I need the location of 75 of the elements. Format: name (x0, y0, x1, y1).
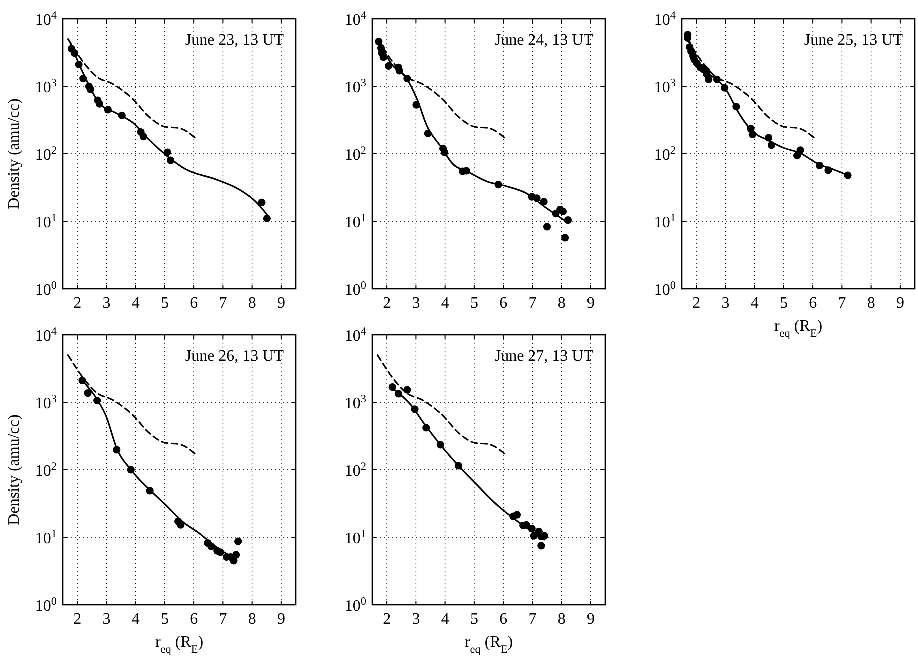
x-tick-label: 7 (528, 295, 537, 312)
y-tick-label: 10$^{1}$ (35, 528, 57, 548)
x-tick-label: 4 (132, 295, 140, 312)
x-tick-label: 8 (248, 295, 256, 312)
x-tick-label: 9 (586, 295, 595, 312)
x-axis-title: r$_{eq}$ (R$_{E}$) (464, 634, 514, 656)
y-tick-label: 10$^{0}$ (344, 280, 367, 299)
annotation: June 27, 13 UT (494, 348, 594, 365)
x-tick-label: 3 (102, 611, 111, 628)
annotation: June 25, 13 UT (804, 32, 904, 49)
y-tick-label: 10$^{0}$ (344, 596, 367, 615)
x-tick-label: 4 (441, 295, 450, 312)
x-tick-label: 6 (190, 295, 198, 312)
y-tick-label: 10$^{1}$ (35, 212, 57, 232)
x-tick-label: 8 (867, 295, 876, 312)
x-tick-label: 3 (722, 295, 730, 312)
x-tick-label: 7 (219, 611, 228, 628)
x-tick-label: 7 (528, 611, 537, 628)
y-tick-label: 10$^{2}$ (344, 461, 366, 480)
y-tick-label: 10$^{2}$ (35, 145, 57, 164)
x-tick-label: 6 (190, 611, 198, 628)
x-tick-label: 9 (586, 611, 595, 628)
y-tick-label: 10$^{4}$ (35, 326, 58, 345)
y-tick-label: 10$^{4}$ (344, 10, 367, 29)
y-tick-label: 10$^{1}$ (344, 528, 366, 548)
x-tick-label: 4 (441, 611, 450, 628)
x-tick-label: 3 (102, 295, 111, 312)
x-tick-label: 8 (248, 611, 256, 628)
y-tick-label: 10$^{0}$ (35, 280, 58, 299)
x-tick-label: 7 (838, 295, 846, 312)
y-tick-label: 10$^{4}$ (654, 10, 676, 29)
annotation: June 23, 13 UT (185, 32, 284, 49)
y-tick-label: 10$^{3}$ (344, 78, 367, 96)
x-tick-label: 2 (383, 295, 392, 312)
y-tick-label: 10$^{0}$ (654, 280, 676, 299)
y-axis-title: Density (amu/cc) (6, 414, 23, 526)
annotation: June 26, 13 UT (185, 348, 284, 365)
x-tick-label: 5 (160, 611, 169, 628)
y-axis-title: Density (amu/cc) (6, 98, 23, 210)
x-tick-label: 4 (132, 611, 140, 628)
y-tick-label: 10$^{3}$ (654, 78, 676, 96)
x-tick-label: 2 (383, 611, 392, 628)
y-tick-label: 10$^{4}$ (35, 10, 58, 29)
x-tick-label: 2 (692, 295, 701, 312)
x-tick-label: 5 (780, 295, 788, 312)
y-tick-label: 10$^{2}$ (654, 145, 676, 164)
x-tick-label: 8 (558, 295, 566, 312)
y-tick-label: 10$^{1}$ (654, 212, 676, 232)
x-tick-label: 2 (74, 295, 82, 312)
x-tick-label: 5 (470, 295, 478, 312)
x-tick-label: 7 (219, 295, 228, 312)
y-tick-label: 10$^{3}$ (35, 394, 58, 412)
x-tick-label: 9 (896, 295, 904, 312)
x-tick-label: 6 (809, 295, 818, 312)
annotation: June 24, 13 UT (494, 32, 594, 49)
y-tick-label: 10$^{3}$ (344, 394, 367, 412)
y-tick-label: 10$^{3}$ (35, 78, 58, 96)
y-tick-label: 10$^{2}$ (35, 461, 57, 480)
x-tick-label: 8 (558, 611, 566, 628)
x-tick-label: 5 (470, 611, 478, 628)
x-axis-title: r$_{eq}$ (R$_{E}$) (774, 318, 823, 340)
x-tick-label: 6 (500, 611, 508, 628)
y-tick-label: 10$^{2}$ (344, 145, 366, 164)
x-tick-label: 3 (412, 611, 420, 628)
x-axis-title: r$_{eq}$ (R$_{E}$) (155, 634, 204, 656)
x-tick-label: 4 (750, 295, 759, 312)
x-tick-label: 6 (500, 295, 508, 312)
y-tick-label: 10$^{4}$ (344, 326, 367, 345)
x-tick-label: 9 (277, 611, 286, 628)
x-tick-label: 3 (412, 295, 420, 312)
x-tick-label: 5 (160, 295, 169, 312)
y-tick-label: 10$^{1}$ (344, 212, 366, 232)
x-tick-label: 2 (74, 611, 82, 628)
y-tick-label: 10$^{0}$ (35, 596, 58, 615)
x-tick-label: 9 (277, 295, 286, 312)
